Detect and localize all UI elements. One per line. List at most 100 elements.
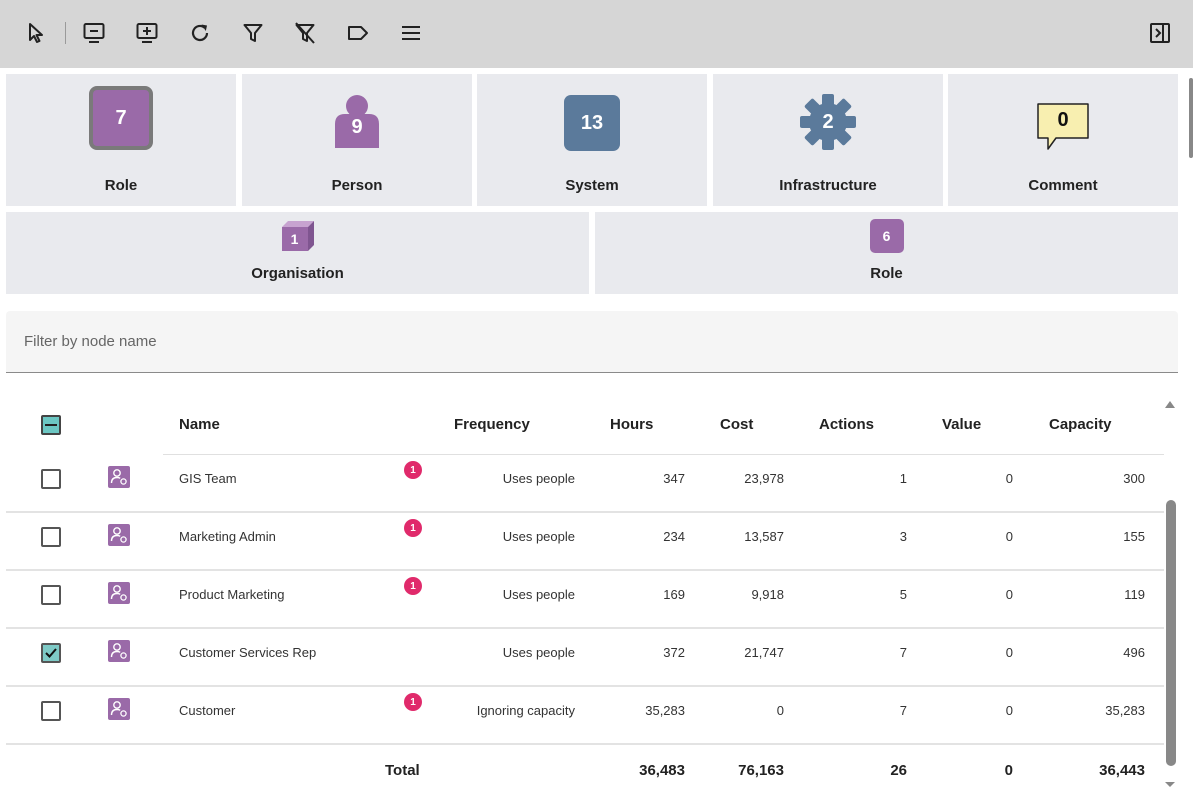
notification-badge[interactable]: 1 [404,577,422,595]
filter-input[interactable] [6,311,1178,372]
total-cost: 76,163 [738,762,784,779]
scroll-up-icon[interactable] [1165,401,1175,408]
total-value: 0 [1004,762,1013,779]
row-hours: 347 [663,471,685,486]
row-cost: 9,918 [751,587,784,602]
person-count: 9 [351,115,363,138]
row-actions: 3 [899,529,907,544]
header-value[interactable]: Value [942,416,982,433]
tile-label: System [565,177,619,194]
header-actions[interactable]: Actions [819,416,875,433]
tile-infrastructure[interactable]: 2 Infrastructure [713,74,943,206]
person-icon: 9 [331,94,383,148]
row-frequency: Uses people [502,529,575,544]
row-cost: 21,747 [744,645,784,660]
header-divider [436,454,1164,455]
header-name[interactable]: Name [179,416,220,433]
row-frequency: Ignoring capacity [476,703,575,718]
row-cost: 13,587 [744,529,784,544]
label-icon[interactable] [343,18,373,48]
role-icon [108,582,130,604]
row-hours: 169 [663,587,685,602]
table-row[interactable] [6,513,1164,571]
row-capacity: 300 [1123,471,1145,486]
row-value: 0 [1005,645,1013,660]
tile-label: Infrastructure [779,177,877,194]
row-value: 0 [1005,703,1013,718]
tile-comment[interactable]: 0 Comment [948,74,1178,206]
header-frequency[interactable]: Frequency [454,416,530,433]
row-checkbox[interactable] [41,585,61,605]
row-name: Marketing Admin [179,529,276,544]
comment-icon: 0 [1036,102,1090,152]
tile-person[interactable]: 9 Person [242,74,472,206]
row-name: Product Marketing [179,587,285,602]
gear-icon: 2 [800,94,856,150]
row-capacity: 119 [1124,587,1145,602]
side-panel-icon[interactable] [1145,18,1175,48]
table-row[interactable] [6,629,1164,687]
total-actions: 26 [890,762,907,779]
row-name: GIS Team [179,471,237,486]
toolbar-separator [65,22,66,44]
table-row[interactable] [6,687,1164,745]
role-icon [108,466,130,488]
tile-organisation[interactable]: 1 Organisation [6,212,589,294]
tile-label: Organisation [251,265,344,282]
role-icon [108,698,130,720]
row-capacity: 155 [1123,529,1145,544]
row-frequency: Uses people [502,645,575,660]
header-hours[interactable]: Hours [610,416,654,433]
row-value: 0 [1005,529,1013,544]
tile-label: Comment [1028,177,1098,194]
system-icon: 13 [564,95,620,151]
row-checkbox[interactable] [41,701,61,721]
row-actions: 1 [899,471,907,486]
total-hours: 36,483 [639,762,685,779]
header-cost[interactable]: Cost [720,416,754,433]
role-icon: 7 [89,86,153,150]
row-checkbox[interactable] [41,643,61,663]
refresh-icon[interactable] [185,18,215,48]
organisation-count: 1 [290,231,299,247]
remove-screen-icon[interactable] [79,18,109,48]
comment-count: 0 [1057,108,1069,131]
filter-field [6,311,1178,373]
notification-badge[interactable]: 1 [404,461,422,479]
row-actions: 7 [899,703,907,718]
row-name: Customer Services Rep [179,645,317,660]
notification-badge[interactable]: 1 [404,519,422,537]
select-all-checkbox[interactable] [41,415,61,435]
row-frequency: Uses people [502,587,575,602]
tile-label: Role [104,177,138,194]
row-hours: 35,283 [645,703,685,718]
row-value: 0 [1005,587,1013,602]
total-capacity: 36,443 [1099,762,1145,779]
table-scrollbar[interactable] [1166,500,1176,766]
tile-system[interactable]: 13 System [477,74,707,206]
tile-role-secondary[interactable]: 6 Role [595,212,1178,294]
clear-filter-icon[interactable] [290,18,320,48]
role-icon [108,524,130,546]
header-capacity[interactable]: Capacity [1049,416,1112,433]
table-row[interactable] [6,571,1164,629]
table-row[interactable] [6,455,1164,513]
row-checkbox[interactable] [41,469,61,489]
page-scrollbar[interactable] [1189,78,1193,158]
row-value: 0 [1005,471,1013,486]
system-count: 13 [580,111,604,134]
row-checkbox[interactable] [41,527,61,547]
menu-icon[interactable] [396,18,426,48]
row-cost: 23,978 [744,471,784,486]
pointer-icon[interactable] [21,18,51,48]
role-count: 7 [115,106,127,129]
row-hours: 372 [663,645,685,660]
role-count: 6 [882,228,891,244]
filter-icon[interactable] [238,18,268,48]
notification-badge[interactable]: 1 [404,693,422,711]
tile-role[interactable]: 7 Role [6,74,236,206]
scroll-down-icon[interactable] [1165,782,1175,787]
row-cost: 0 [776,703,784,718]
toolbar [0,0,1193,68]
add-screen-icon[interactable] [132,18,162,48]
